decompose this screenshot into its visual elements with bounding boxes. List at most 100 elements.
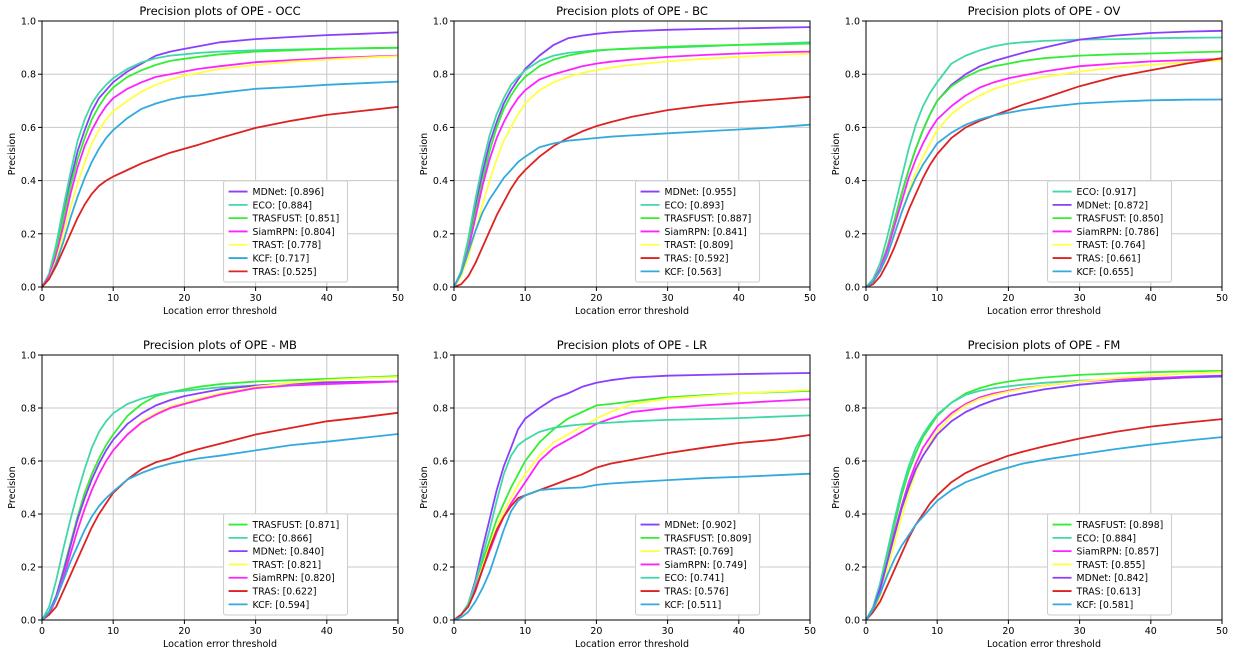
y-tick-label: 0.4 [845,176,860,187]
legend-entry: TRASFUST: [0.851] [252,214,340,225]
legend-entry: ECO: [0.884] [253,200,312,211]
legend-entry: ECO: [0.741] [665,573,724,584]
legend-entry: KCF: [0.563] [665,267,722,278]
legend: ECO: [0.917] MDNet: [0.872] TRASFUST: [0.8… [1047,180,1173,283]
y-tick-label: 0.2 [433,229,448,240]
plot-frame [41,20,399,288]
x-tick-label: 0 [863,293,869,304]
y-tick-label: 0.4 [21,510,36,521]
y-tick-label: 1.0 [845,351,860,362]
chart-panel-1: Precision plots of OPE - BC 0 10 20 30 40 50 0.… [419,4,816,317]
x-tick-label: 50 [392,293,404,304]
legend-entry: ECO: [0.866] [253,533,312,544]
series-line-trast [865,371,1223,621]
x-axis-label: Location error threshold [575,639,689,650]
x-tick-label: 20 [590,626,602,637]
x-tick-label: 50 [1216,626,1228,637]
y-tick-label: 0.6 [845,457,860,468]
y-tick-label: 0.0 [21,616,36,627]
legend-entry: ECO: [0.893] [665,200,724,211]
legend-entry: SiamRPN: [0.749] [665,560,747,571]
chart-title: Precision plots of OPE - MB [143,338,297,352]
y-tick-label: 1.0 [21,17,36,28]
plot-frame [453,354,811,621]
y-axis-label: Precision [7,466,18,508]
legend-entry: KCF: [0.511] [665,600,722,611]
legend: MDNet: [0.896] ECO: [0.884] TRASFUST: [0.8… [223,180,349,283]
x-tick-label: 30 [662,626,674,637]
y-tick-label: 0.2 [21,229,36,240]
legend-entry: MDNet: [0.902] [665,520,736,531]
legend-entry: MDNet: [0.872] [1077,200,1148,211]
series-line-trasfust [453,389,811,621]
series-line-tras [453,95,811,288]
series-line-kcf [453,472,811,621]
legend-entry: TRASFUST: [0.809] [664,533,752,544]
y-tick-label: 0.6 [845,123,860,134]
legend-box [1047,180,1173,283]
chart-title: Precision plots of OPE - OV [968,4,1121,18]
plot-frame [41,354,399,621]
series-line-kcf [41,433,399,621]
y-axis-label: Precision [831,133,842,175]
series-line-siamrpn [453,50,811,288]
y-tick-label: 0.8 [433,404,448,415]
y-tick-label: 0.8 [845,404,860,415]
series-line-eco [41,47,399,288]
y-tick-label: 0.4 [433,510,448,521]
x-tick-label: 30 [1074,293,1086,304]
legend-entry: TRAS: [0.613] [1076,586,1141,597]
series-line-mdnet [453,372,811,621]
legend-entry: TRAS: [0.525] [252,267,317,278]
chart-panel-0: Precision plots of OPE - OCC 0 10 20 30 40 50 0… [7,4,404,317]
series-line-kcf [453,123,811,288]
chart-panel-5: Precision plots of OPE - FM 0 10 20 30 40 50 0.… [831,338,1228,650]
y-tick-label: 0.4 [21,176,36,187]
y-tick-label: 0.8 [21,404,36,415]
legend-entry: TRASFUST: [0.887] [664,214,752,225]
series-line-tras [865,57,1223,288]
chart-title: Precision plots of OPE - OCC [139,4,300,18]
legend-entry: SiamRPN: [0.857] [1077,547,1159,558]
y-tick-label: 0.0 [845,616,860,627]
legend: TRASFUST: [0.871] ECO: [0.866] MDNet: [0.8… [223,513,349,616]
x-tick-label: 30 [250,293,262,304]
x-tick-label: 20 [178,293,190,304]
x-tick-label: 0 [39,626,45,637]
x-tick-label: 20 [1002,293,1014,304]
plot-frame [453,20,811,288]
y-tick-label: 0.8 [433,70,448,81]
y-tick-label: 0.8 [21,70,36,81]
y-tick-label: 0.0 [433,616,448,627]
y-tick-label: 0.6 [433,123,448,134]
y-tick-label: 0.2 [845,229,860,240]
legend-entry: MDNet: [0.840] [253,547,324,558]
x-tick-label: 40 [1145,626,1157,637]
x-tick-label: 20 [178,626,190,637]
series-line-trasfust [865,50,1223,288]
y-tick-label: 0.6 [21,457,36,468]
y-axis-label: Precision [7,133,18,175]
x-tick-label: 20 [590,293,602,304]
x-tick-label: 50 [804,626,816,637]
x-tick-label: 40 [733,293,745,304]
series-line-siamrpn [41,54,399,288]
series-line-trast [41,55,399,288]
series-line-siamrpn [41,380,399,621]
legend-box [635,180,761,283]
chart-panel-3: Precision plots of OPE - MB 0 10 20 30 40 50 0.… [7,338,404,650]
legend-entry: TRAST: [0.778] [252,240,322,251]
series-line-kcf [865,98,1223,288]
x-tick-label: 10 [519,626,531,637]
x-axis-label: Location error threshold [987,639,1101,650]
legend-entry: MDNet: [0.842] [1077,573,1148,584]
series-line-mdnet [865,375,1223,621]
legend-entry: KCF: [0.594] [253,600,310,611]
y-tick-label: 0.6 [21,123,36,134]
y-tick-label: 0.6 [433,457,448,468]
legend-box [1047,513,1173,616]
x-tick-label: 10 [931,293,943,304]
legend-entry: SiamRPN: [0.804] [253,227,335,238]
x-tick-label: 10 [519,293,531,304]
x-axis-label: Location error threshold [987,306,1101,317]
